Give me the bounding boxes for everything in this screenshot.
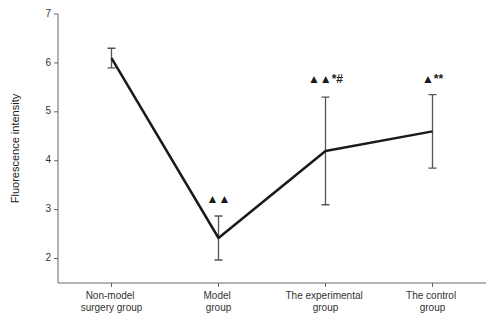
line [112,58,433,238]
y-tick-label: 2 [45,252,51,263]
x-axis-line [58,283,486,284]
annotation: ▲▲ [207,192,231,206]
y-tick-label: 4 [45,154,51,165]
chart-container: 2 3 4 5 6 7 Fluorescence intensity Non-model su… [0,0,500,327]
y-tick-label: 5 [45,105,51,116]
x-tick-label: The experimental group [285,290,365,313]
y-tick [54,62,58,63]
x-tick [218,283,219,287]
y-tick [54,209,58,210]
y-tick [54,111,58,112]
x-tick [432,283,433,287]
y-tick [54,14,58,15]
chart-svg: 2 3 4 5 6 7 Fluorescence intensity Non-model su… [0,0,500,327]
x-tick [325,283,326,287]
y-tick-label: 7 [45,8,51,19]
annotation: ▲** [422,72,444,86]
y-tick [54,258,58,259]
x-tick-label: Non-model surgery group [81,290,143,313]
y-tick-label: 6 [45,57,51,68]
y-axis-line [58,14,59,283]
y-tick-label: 3 [45,203,51,214]
x-tick-label: Model group [203,290,233,313]
plot-area [108,48,437,260]
x-tick-label: The control group [406,290,459,313]
annotation: ▲▲*# [308,72,343,86]
x-tick [111,283,112,287]
y-axis-label: Fluorescence intensity [9,93,21,203]
y-tick [54,160,58,161]
